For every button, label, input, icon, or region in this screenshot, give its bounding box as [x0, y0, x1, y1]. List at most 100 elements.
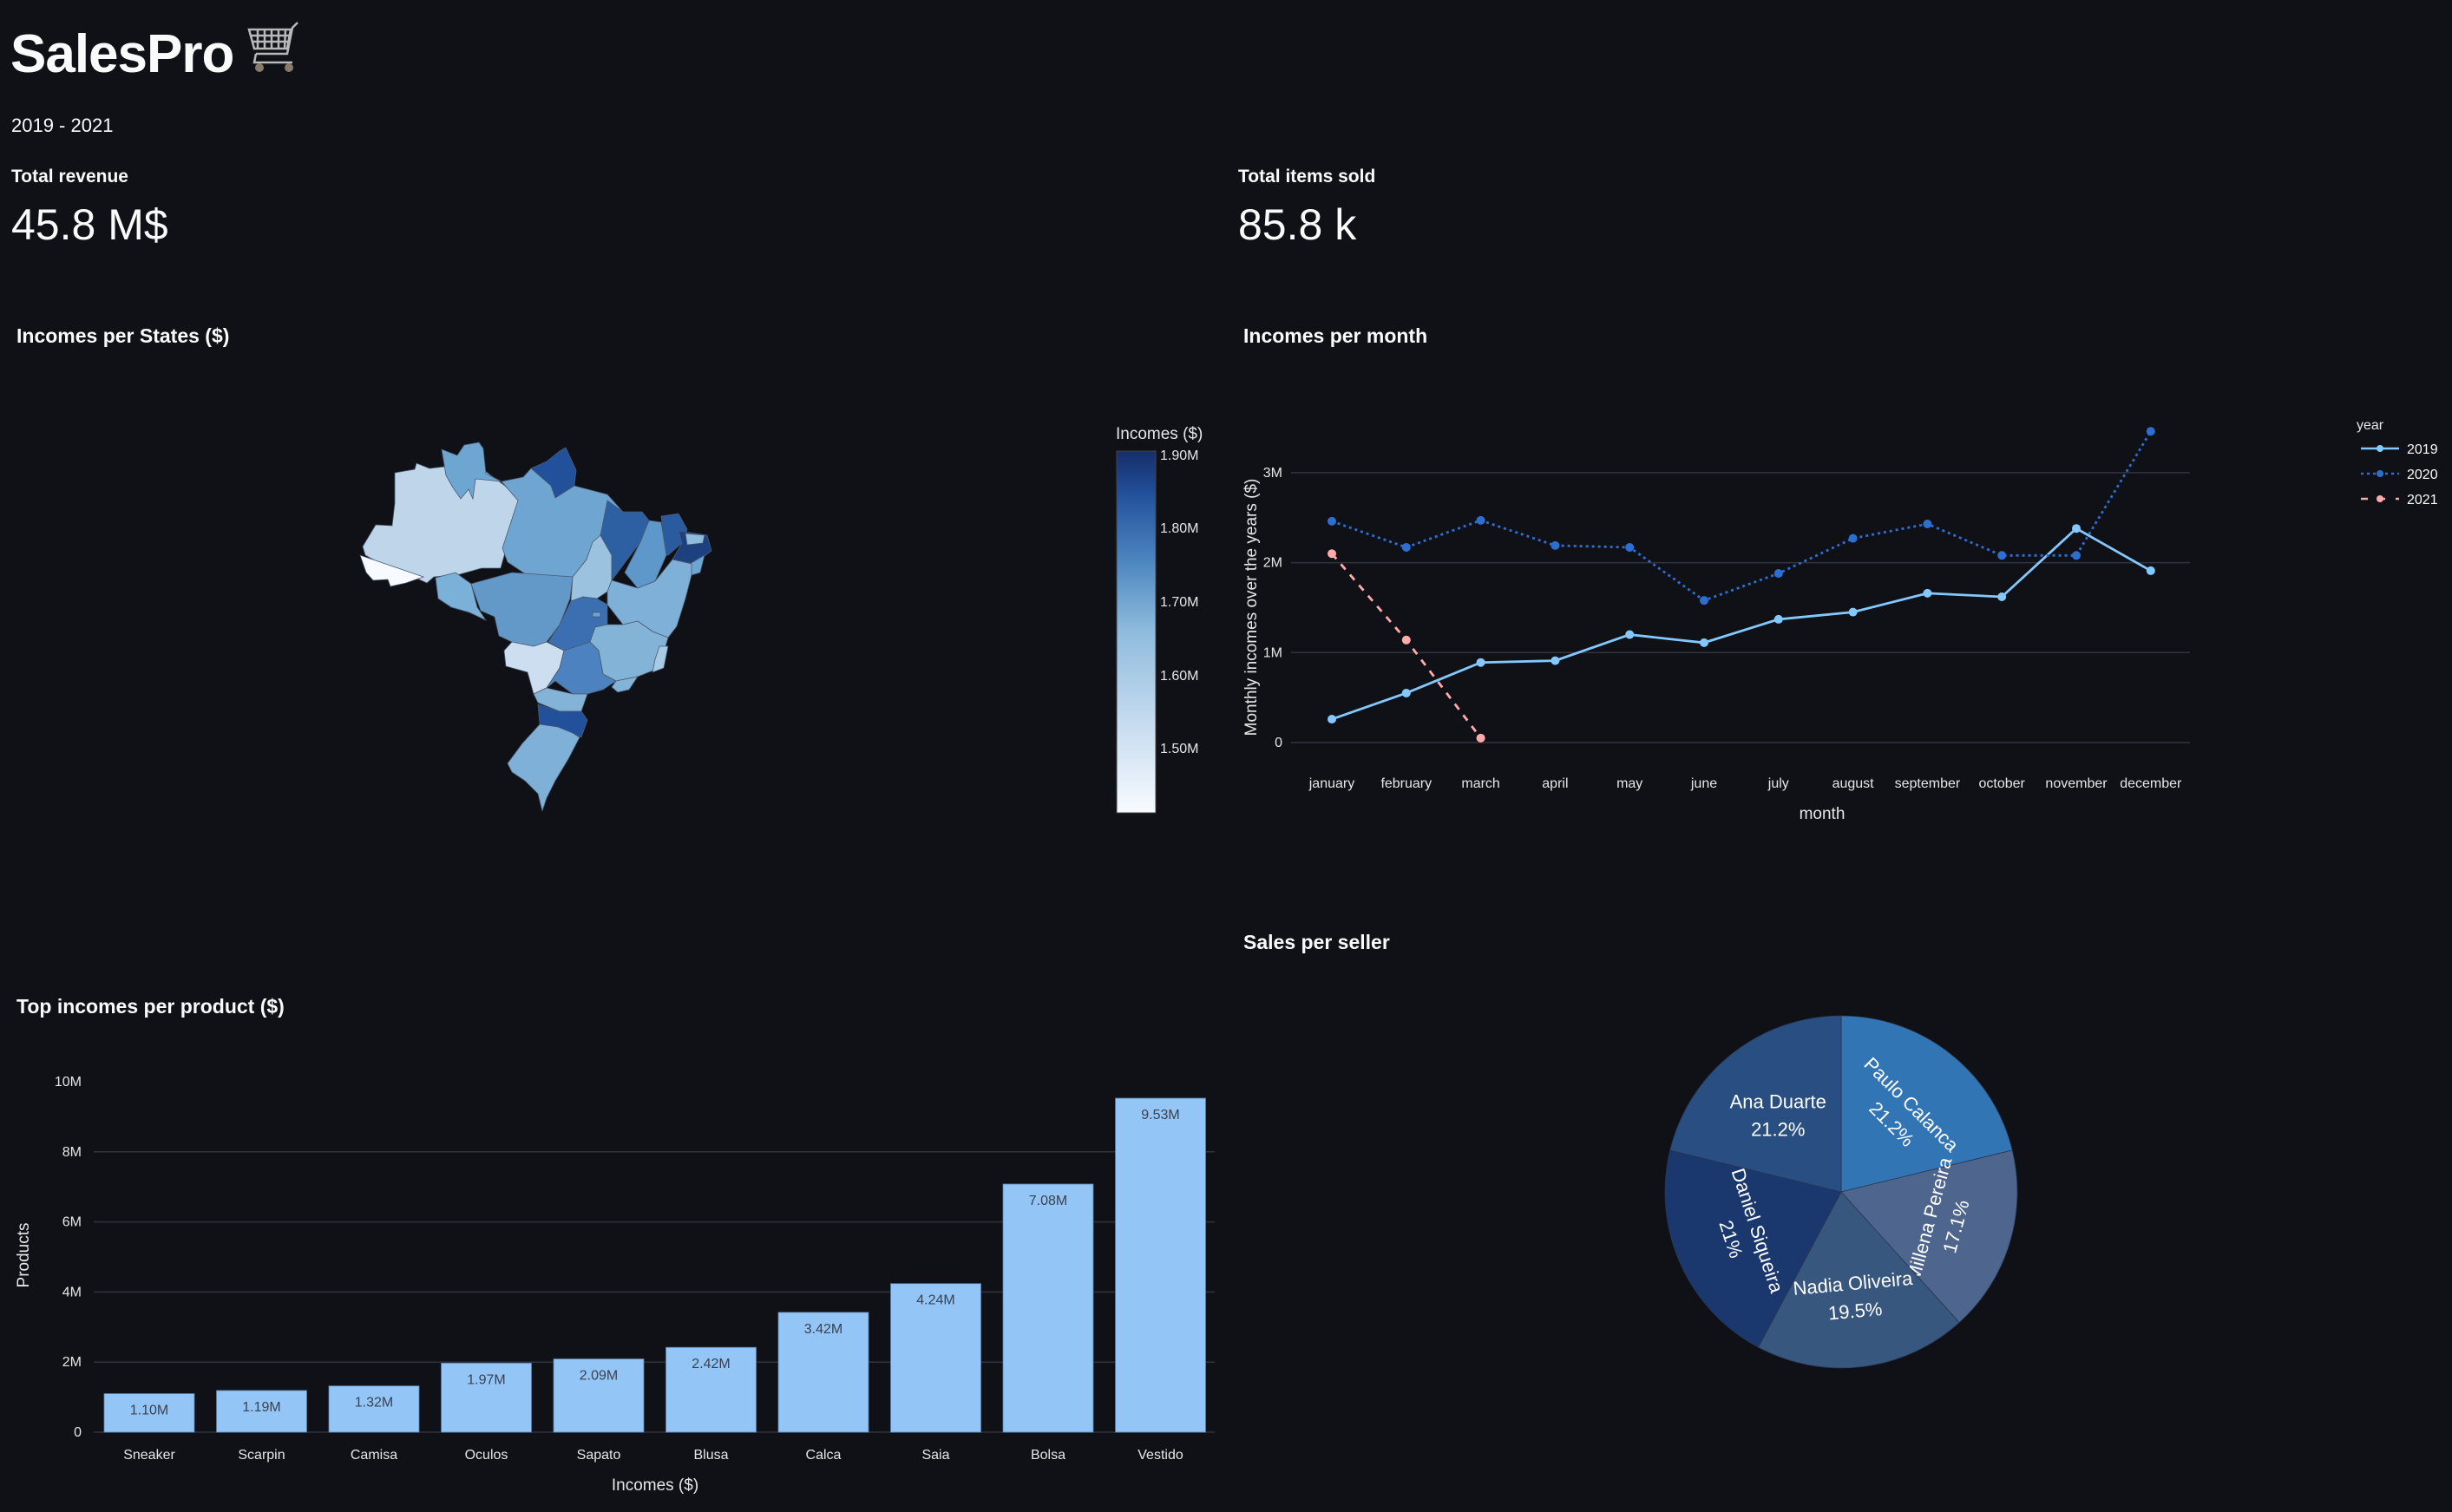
data-point — [1551, 540, 1560, 550]
data-point — [1625, 542, 1635, 552]
x-axis-title: Incomes ($) — [612, 1476, 698, 1495]
y-tick: 1M — [1263, 645, 1282, 660]
pie-slice-ana-duarte[interactable]: Ana Duarte 21.2% — [1669, 1015, 1842, 1193]
bar-blusa[interactable]: 2.42M Blusa — [665, 1346, 757, 1463]
svg-text:1.50M: 1.50M — [1160, 742, 1198, 756]
bar-label: 1.19M — [242, 1400, 280, 1415]
x-tick: august — [1832, 776, 1875, 791]
bar-label: 4.24M — [916, 1293, 954, 1308]
x-tick: september — [1895, 776, 1961, 791]
x-tick: Calca — [806, 1448, 842, 1463]
svg-text:2020: 2020 — [2407, 468, 2438, 482]
slice-pct: 21.2% — [1751, 1118, 1805, 1140]
svg-text:1.80M: 1.80M — [1160, 521, 1198, 536]
data-point — [1476, 515, 1485, 525]
y-tick: 10M — [55, 1075, 82, 1090]
metric-value: 85.8 k — [1238, 200, 1357, 249]
data-point — [2146, 427, 2155, 436]
legend[interactable]: year 2019 2020 2021 — [2357, 418, 2438, 507]
section-title-line: Incomes per month — [1243, 324, 1428, 347]
legend-item-2021[interactable]: 2021 — [2361, 493, 2438, 507]
data-point — [1848, 607, 1858, 617]
data-point — [1625, 630, 1635, 639]
data-point — [2072, 551, 2081, 560]
x-tick: december — [2120, 776, 2182, 791]
shopping-cart-icon — [246, 19, 303, 89]
legend-item-2019[interactable]: 2019 — [2361, 442, 2438, 457]
data-point — [1328, 715, 1336, 724]
x-tick: february — [1380, 776, 1432, 791]
metric-total-items: Total items sold 85.8 k — [1238, 167, 1375, 250]
line-chart[interactable]: 0 1M 2M 3M january february march april may june… — [1223, 399, 2452, 850]
x-tick: Sapato — [577, 1448, 621, 1463]
bar-chart[interactable]: 0 2M 4M 6M 8M 10M 1.10M Sneaker 1.19M Scarpin 1.3… — [0, 1041, 1223, 1508]
y-tick: 0 — [1275, 736, 1282, 750]
bar-sapato[interactable]: 2.09M Sapato — [553, 1358, 645, 1463]
x-tick: Vestido — [1137, 1448, 1183, 1463]
x-tick: Saia — [921, 1448, 949, 1463]
metric-value: 45.8 M$ — [11, 200, 168, 249]
bar-camisa[interactable]: 1.32M Camisa — [328, 1385, 420, 1463]
data-point — [1476, 733, 1485, 743]
app-title-text: SalesPro — [10, 24, 234, 84]
x-axis-title: month — [1800, 805, 1846, 823]
x-tick: july — [1767, 776, 1789, 791]
series-line-2019 — [1331, 527, 2152, 721]
data-point — [1401, 542, 1411, 552]
data-point — [1551, 656, 1560, 665]
y-tick: 6M — [62, 1215, 82, 1230]
data-point — [1700, 638, 1708, 647]
bar-chart-plot[interactable]: 0 2M 4M 6M 8M 10M 1.10M Sneaker 1.19M Scarpin 1.3… — [0, 1041, 1223, 1508]
x-tick: Blusa — [693, 1448, 728, 1463]
x-tick: november — [2045, 776, 2108, 791]
brazil-choropleth[interactable] — [0, 364, 1223, 850]
line-chart-plot[interactable]: 0 1M 2M 3M january february march april may june… — [1223, 399, 2452, 850]
pie-chart[interactable]: Paulo Calanca 21.2% Millena Pereira 17.1% Na… — [1631, 989, 2048, 1397]
legend-title: year — [2357, 418, 2384, 433]
section-title-map: Incomes per States ($) — [16, 324, 230, 347]
bar-oculos[interactable]: 1.97M Oculos — [441, 1363, 532, 1463]
svg-text:1.70M: 1.70M — [1160, 595, 1198, 610]
legend-item-2020[interactable]: 2020 — [2361, 468, 2438, 482]
bar-calca[interactable]: 3.42M Calca — [777, 1312, 869, 1463]
metric-total-revenue: Total revenue 45.8 M$ — [11, 167, 168, 250]
x-tick: april — [1542, 776, 1568, 791]
data-point — [1997, 551, 2007, 560]
x-tick: Scarpin — [238, 1448, 285, 1463]
x-tick: january — [1308, 776, 1354, 791]
section-title-pie: Sales per seller — [1243, 931, 1390, 953]
bar-vestido[interactable]: 9.53M Vestido — [1115, 1097, 1206, 1463]
bar-bolsa[interactable]: 7.08M Bolsa — [1002, 1183, 1094, 1463]
svg-text:2019: 2019 — [2407, 442, 2438, 457]
y-tick: 0 — [74, 1425, 82, 1440]
map-colorbar: Incomes ($) 1.90M 1.80M 1.70M 1.60M 1.50… — [1114, 422, 1236, 821]
slice-pct: 19.5% — [1827, 1298, 1883, 1324]
map-chart[interactable] — [0, 364, 1223, 850]
bar-saia[interactable]: 4.24M Saia — [890, 1283, 981, 1463]
app-title: SalesPro — [10, 19, 303, 89]
svg-text:1.90M: 1.90M — [1160, 448, 1198, 463]
svg-text:2021: 2021 — [2407, 493, 2438, 507]
x-tick: Oculos — [465, 1448, 508, 1463]
period-text: 2019 - 2021 — [11, 115, 114, 136]
bar-scarpin[interactable]: 1.19M Scarpin — [216, 1390, 307, 1463]
bar-label: 1.97M — [467, 1372, 505, 1387]
bar-label: 3.42M — [804, 1322, 842, 1337]
y-tick: 3M — [1263, 466, 1282, 481]
bar-label: 1.10M — [130, 1404, 168, 1418]
data-point — [1328, 549, 1336, 559]
bar-label: 9.53M — [1141, 1108, 1179, 1123]
bar-sneaker[interactable]: 1.10M Sneaker — [103, 1393, 195, 1463]
data-point — [1923, 588, 1932, 598]
metric-label: Total revenue — [11, 167, 128, 187]
data-point — [1848, 533, 1858, 543]
data-point — [1773, 614, 1783, 624]
x-tick: Camisa — [351, 1448, 397, 1463]
x-tick: Bolsa — [1031, 1448, 1065, 1463]
data-point — [2072, 524, 2081, 533]
